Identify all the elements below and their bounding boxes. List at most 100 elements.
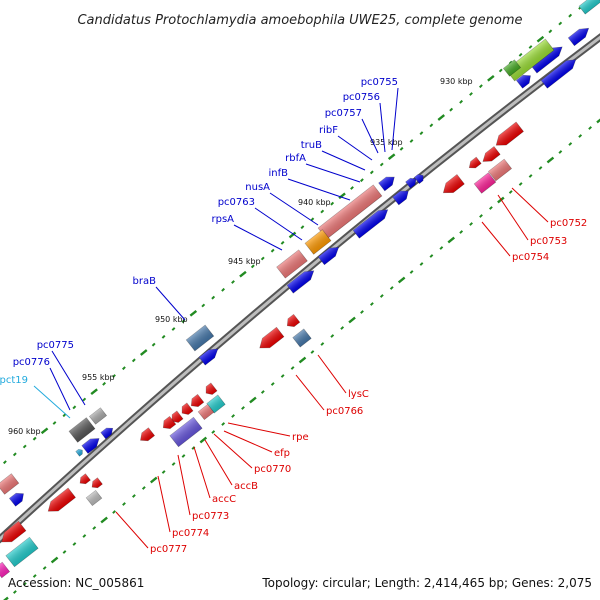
gene-pc0777-c[interactable] — [78, 473, 91, 486]
gene-label-pc0777[interactable]: pc0777 — [150, 544, 187, 555]
gene-label-pc0773[interactable]: pc0773 — [192, 511, 229, 522]
gene-pc0777[interactable] — [137, 427, 156, 444]
gene-rpsA[interactable] — [304, 229, 332, 255]
gene-pc0752-b[interactable] — [480, 146, 501, 166]
gene-label-rpsA[interactable]: rpsA — [211, 214, 234, 225]
gene-pc0766[interactable] — [256, 326, 285, 352]
gene-rbfA[interactable] — [378, 173, 398, 192]
gene-bl-pink[interactable] — [0, 561, 11, 579]
tick-mark — [409, 139, 414, 143]
gene-label-pc0752[interactable]: pc0752 — [550, 218, 587, 229]
gene-label-accB[interactable]: accB — [234, 481, 258, 492]
leader-line — [157, 475, 171, 533]
tick-mark — [161, 334, 166, 339]
gene-pc0754-b[interactable] — [467, 156, 482, 171]
gene-bl-red[interactable] — [0, 520, 27, 546]
tick-mark — [270, 248, 275, 253]
gene-label-pc0776[interactable]: pc0776 — [13, 357, 50, 368]
gene-label-truB[interactable]: truB — [301, 140, 322, 151]
gene-pc0763[interactable] — [352, 206, 391, 239]
gene-left-pink[interactable] — [0, 473, 20, 495]
gene-braB-b[interactable] — [198, 345, 221, 366]
gene-label-pc0770[interactable]: pc0770 — [254, 464, 291, 475]
gene-pc0754[interactable] — [440, 174, 465, 197]
gene-rpsA-b[interactable] — [317, 243, 341, 266]
tick-mark — [171, 327, 176, 331]
gene-trub-dark[interactable] — [502, 59, 522, 77]
tick-mark — [239, 270, 247, 278]
tick-mark — [437, 114, 445, 121]
tick-mark — [568, 13, 573, 18]
gene-label-accC[interactable]: accC — [212, 494, 236, 505]
gene-label-pc0756[interactable]: pc0756 — [343, 92, 380, 103]
gene-label-ribF[interactable]: ribF — [319, 125, 338, 136]
tick-mark — [42, 566, 47, 570]
gene-pc0753-b[interactable] — [473, 172, 497, 194]
gene-label-pc0754[interactable]: pc0754 — [512, 252, 549, 263]
gene-label-pc0753[interactable]: pc0753 — [530, 236, 567, 247]
gene-pc0756[interactable] — [567, 24, 591, 47]
tick-mark — [379, 294, 384, 298]
gene-pc0763b[interactable] — [276, 249, 308, 279]
gene-label-rbfA[interactable]: rbfA — [285, 153, 306, 164]
gene-pc0775[interactable] — [88, 407, 108, 425]
tick-mark — [3, 596, 9, 600]
gene-infB-c[interactable] — [413, 172, 425, 185]
gene-efp[interactable] — [197, 403, 215, 421]
leader-line — [391, 87, 399, 151]
gene-pc0775-b[interactable] — [68, 417, 96, 443]
kbp-label: 955 kbp — [82, 373, 115, 382]
gene-ribF[interactable] — [515, 72, 533, 89]
accession-text: Accession: NC_005861 — [8, 576, 144, 590]
gene-pc0776-b[interactable] — [100, 425, 115, 440]
tick-mark — [596, 118, 600, 124]
leader-line — [305, 163, 361, 183]
tick-mark — [32, 574, 37, 578]
gene-bottom-gray[interactable] — [85, 489, 103, 507]
gene-infB-b[interactable] — [405, 176, 419, 189]
gene-label-pc0766[interactable]: pc0766 — [326, 406, 363, 417]
gene-label-pc0755[interactable]: pc0755 — [361, 77, 398, 88]
gene-braB-a[interactable] — [286, 267, 317, 294]
gene-label-infB[interactable]: infB — [269, 168, 289, 179]
gene-pc0770[interactable] — [203, 382, 218, 397]
gene-top-teal[interactable] — [578, 0, 600, 15]
gene-purple[interactable] — [169, 416, 203, 448]
gene-pc0776[interactable] — [81, 435, 102, 454]
gene-label-braB[interactable]: braB — [133, 276, 157, 287]
gene-lysC[interactable] — [284, 313, 301, 329]
gene-label-rpe[interactable]: rpe — [292, 432, 309, 443]
gene-label-pc0775[interactable]: pc0775 — [37, 340, 74, 351]
tick-mark — [131, 358, 136, 363]
gene-pc0773[interactable] — [169, 410, 184, 425]
gene-accC[interactable] — [179, 402, 194, 417]
gene-infB-a[interactable] — [392, 187, 412, 206]
gene-pc0774[interactable] — [160, 415, 177, 431]
gene-label-pc0763[interactable]: pc0763 — [218, 197, 255, 208]
gene-label-pc0757[interactable]: pc0757 — [325, 108, 362, 119]
gene-label-nusA[interactable]: nusA — [245, 182, 270, 193]
gene-label-pc0774[interactable]: pc0774 — [172, 528, 209, 539]
gene-pct19[interactable] — [75, 448, 84, 457]
tick-mark — [171, 462, 176, 466]
gene-braB[interactable] — [185, 324, 215, 352]
gene-bottom-red[interactable] — [44, 487, 76, 516]
gene-truB[interactable] — [505, 38, 555, 82]
gene-lysC-b[interactable] — [292, 328, 312, 348]
gene-label-lysC[interactable]: lysC — [348, 389, 369, 400]
gene-pc0757[interactable] — [540, 56, 579, 89]
tick-mark — [419, 262, 424, 266]
tick-mark — [62, 550, 67, 554]
gene-bl-teal[interactable] — [5, 536, 39, 568]
gene-pc0777-b[interactable] — [90, 477, 103, 490]
gene-label-efp[interactable]: efp — [274, 448, 290, 459]
tick-mark — [429, 123, 434, 128]
gene-pc0753[interactable] — [488, 158, 512, 182]
gene-label-pct19[interactable]: pct19 — [0, 375, 28, 386]
gene-accB[interactable] — [188, 393, 205, 409]
tick-mark — [32, 436, 37, 441]
tick-mark — [330, 334, 335, 338]
gene-left-blue[interactable] — [8, 490, 26, 507]
kbp-label: 930 kbp — [440, 77, 473, 86]
gene-pc0752[interactable] — [492, 121, 524, 150]
